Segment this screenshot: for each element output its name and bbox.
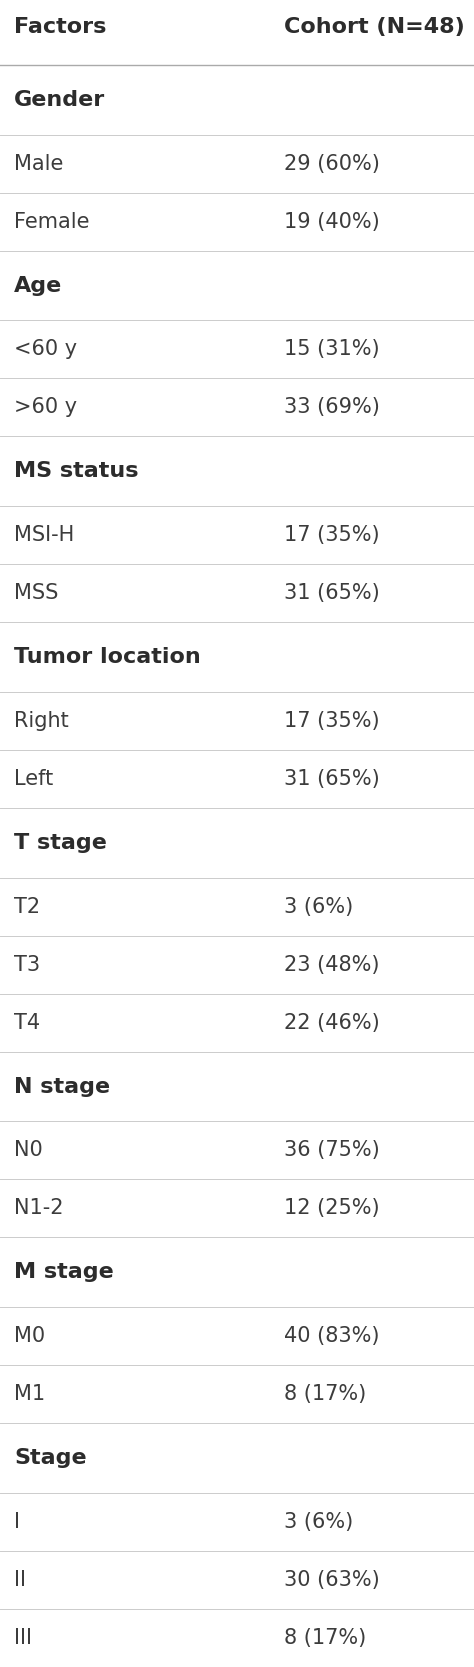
Text: N stage: N stage (14, 1077, 110, 1097)
Text: 36 (75%): 36 (75%) (284, 1140, 380, 1160)
Text: 8 (17%): 8 (17%) (284, 1384, 367, 1404)
Text: <60 y: <60 y (14, 340, 77, 360)
Text: Right: Right (14, 710, 69, 730)
Text: N0: N0 (14, 1140, 43, 1160)
Text: 31 (65%): 31 (65%) (284, 583, 380, 603)
Text: 22 (46%): 22 (46%) (284, 1014, 380, 1034)
Text: 30 (63%): 30 (63%) (284, 1570, 380, 1590)
Text: Cohort (N=48): Cohort (N=48) (284, 17, 465, 37)
Text: Age: Age (14, 275, 63, 295)
Text: 15 (31%): 15 (31%) (284, 340, 380, 360)
Text: 8 (17%): 8 (17%) (284, 1629, 367, 1649)
Text: 19 (40%): 19 (40%) (284, 212, 380, 232)
Text: Left: Left (14, 768, 54, 788)
Text: 40 (83%): 40 (83%) (284, 1327, 380, 1347)
Text: T2: T2 (14, 897, 40, 917)
Text: 33 (69%): 33 (69%) (284, 397, 380, 417)
Text: M1: M1 (14, 1384, 46, 1404)
Text: III: III (14, 1629, 32, 1649)
Text: MSI-H: MSI-H (14, 525, 74, 545)
Text: M0: M0 (14, 1327, 46, 1347)
Text: 17 (35%): 17 (35%) (284, 710, 380, 730)
Text: Gender: Gender (14, 90, 106, 110)
Text: 12 (25%): 12 (25%) (284, 1199, 380, 1219)
Text: T stage: T stage (14, 834, 107, 854)
Text: MS status: MS status (14, 462, 139, 482)
Text: Male: Male (14, 153, 64, 173)
Text: 3 (6%): 3 (6%) (284, 1512, 354, 1532)
Text: Female: Female (14, 212, 90, 232)
Text: 23 (48%): 23 (48%) (284, 955, 380, 975)
Text: M stage: M stage (14, 1262, 114, 1282)
Text: N1-2: N1-2 (14, 1199, 64, 1219)
Text: II: II (14, 1570, 26, 1590)
Text: MSS: MSS (14, 583, 59, 603)
Text: >60 y: >60 y (14, 397, 77, 417)
Text: I: I (14, 1512, 20, 1532)
Text: T4: T4 (14, 1014, 40, 1034)
Text: 29 (60%): 29 (60%) (284, 153, 380, 173)
Text: Tumor location: Tumor location (14, 647, 201, 667)
Text: Factors: Factors (14, 17, 107, 37)
Text: T3: T3 (14, 955, 40, 975)
Text: 31 (65%): 31 (65%) (284, 768, 380, 788)
Text: 3 (6%): 3 (6%) (284, 897, 354, 917)
Text: 17 (35%): 17 (35%) (284, 525, 380, 545)
Text: Stage: Stage (14, 1449, 87, 1469)
